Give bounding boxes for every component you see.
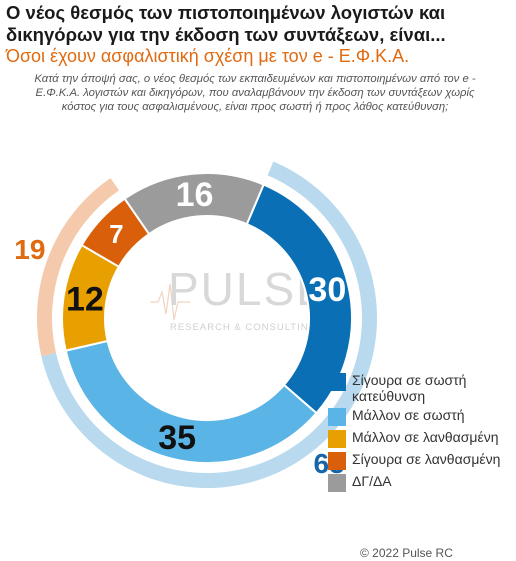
segment-value-label-4: 16 [176, 176, 214, 214]
legend-swatch-2 [328, 430, 346, 448]
donut-segment-4 [123, 172, 265, 236]
group-ring-1 [36, 178, 119, 357]
donut-segment-1 [64, 339, 318, 464]
legend-swatch-4 [328, 474, 346, 492]
segment-value-label-3: 7 [109, 219, 123, 249]
legend-item-0: Σίγουρα σε σωστή κατεύθυνση [328, 372, 516, 404]
copyright: © 2022 Pulse RC [360, 546, 453, 560]
chart-subtitle: Όσοι έχουν ασφαλιστική σχέση με τον e - … [6, 46, 410, 66]
logo-subtext: RESEARCH & CONSULTING [170, 322, 317, 333]
legend-swatch-1 [328, 408, 346, 426]
legend-label-2: Μάλλον σε λανθασμένη [352, 429, 499, 445]
chart-legend: Σίγουρα σε σωστή κατεύθυνση Μάλλον σε σωσ… [328, 372, 516, 495]
legend-swatch-3 [328, 452, 346, 470]
legend-item-1: Μάλλον σε σωστή [328, 407, 516, 426]
segment-value-label-2: 12 [66, 281, 104, 319]
legend-item-2: Μάλλον σε λανθασμένη [328, 429, 516, 448]
segment-value-label-0: 30 [308, 271, 346, 309]
chart-title: Ο νέος θεσμός των πιστοποιημένων λογιστώ… [6, 2, 446, 45]
legend-item-3: Σίγουρα σε λανθασμένη [328, 451, 516, 470]
segment-value-label-1: 35 [158, 419, 196, 457]
legend-label-1: Μάλλον σε σωστή [352, 407, 465, 423]
legend-swatch-0 [328, 373, 346, 391]
legend-label-0: Σίγουρα σε σωστή κατεύθυνση [352, 372, 467, 404]
legend-label-4: ΔΓ/ΔΑ [352, 473, 392, 489]
legend-label-3: Σίγουρα σε λανθασμένη [352, 451, 501, 467]
donut-segment-0 [245, 183, 353, 415]
group-value-label-1: 19 [14, 234, 45, 265]
legend-item-4: ΔΓ/ΔΑ [328, 473, 516, 492]
survey-question: Κατά την άποψή σας, ο νέος θεσμός των εκ… [34, 73, 476, 113]
